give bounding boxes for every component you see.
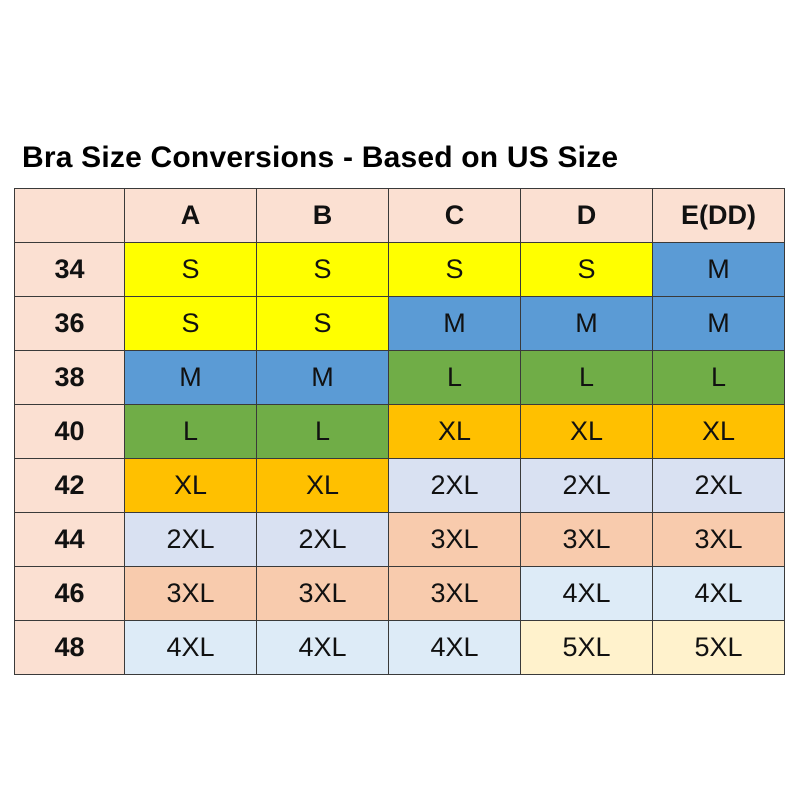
size-cell: 3XL (520, 512, 653, 567)
size-cell: 4XL (124, 620, 257, 675)
table-row: 38 M M L L L (14, 350, 785, 405)
band-size-cell: 44 (14, 512, 125, 567)
table-row: 34 S S S S M (14, 242, 785, 297)
size-cell: 2XL (124, 512, 257, 567)
size-cell: XL (256, 458, 389, 513)
size-cell: M (388, 296, 521, 351)
size-cell: 4XL (256, 620, 389, 675)
page-title: Bra Size Conversions - Based on US Size (22, 141, 619, 174)
size-cell: L (652, 350, 785, 405)
size-cell: S (124, 242, 257, 297)
size-cell: M (652, 242, 785, 297)
size-cell: M (520, 296, 653, 351)
table-row: 48 4XL 4XL 4XL 5XL 5XL (14, 620, 785, 675)
table-row: 44 2XL 2XL 3XL 3XL 3XL (14, 512, 785, 567)
band-size-cell: 48 (14, 620, 125, 675)
size-cell: S (388, 242, 521, 297)
size-cell: 5XL (652, 620, 785, 675)
band-size-cell: 42 (14, 458, 125, 513)
table-row: 46 3XL 3XL 3XL 4XL 4XL (14, 566, 785, 621)
band-size-cell: 46 (14, 566, 125, 621)
column-header: D (520, 188, 653, 243)
size-cell: 2XL (388, 458, 521, 513)
table-row: 42 XL XL 2XL 2XL 2XL (14, 458, 785, 513)
size-cell: L (256, 404, 389, 459)
band-size-cell: 34 (14, 242, 125, 297)
band-size-cell: 36 (14, 296, 125, 351)
size-cell: L (520, 350, 653, 405)
table-row: 40 L L XL XL XL (14, 404, 785, 459)
size-cell: 3XL (388, 566, 521, 621)
size-cell: M (256, 350, 389, 405)
size-cell: S (256, 296, 389, 351)
size-cell: M (124, 350, 257, 405)
header-row: A B C D E(DD) (14, 188, 785, 243)
column-header: A (124, 188, 257, 243)
size-cell: XL (388, 404, 521, 459)
size-cell: 2XL (652, 458, 785, 513)
size-cell: S (520, 242, 653, 297)
size-cell: 3XL (256, 566, 389, 621)
size-cell: 3XL (652, 512, 785, 567)
size-cell: 3XL (388, 512, 521, 567)
size-cell: 4XL (388, 620, 521, 675)
size-cell: 2XL (520, 458, 653, 513)
size-cell: 2XL (256, 512, 389, 567)
column-header: E(DD) (652, 188, 785, 243)
size-cell: S (256, 242, 389, 297)
size-cell: XL (520, 404, 653, 459)
size-cell: S (124, 296, 257, 351)
size-cell: 4XL (652, 566, 785, 621)
corner-cell (14, 188, 125, 243)
size-cell: XL (124, 458, 257, 513)
band-size-cell: 40 (14, 404, 125, 459)
size-cell: L (124, 404, 257, 459)
size-cell: 4XL (520, 566, 653, 621)
size-cell: 3XL (124, 566, 257, 621)
column-header: B (256, 188, 389, 243)
size-cell: L (388, 350, 521, 405)
band-size-cell: 38 (14, 350, 125, 405)
size-conversion-table: A B C D E(DD) 34 S S S S M 36 S S M M M 38 M M L L L 40 L L X… (14, 188, 785, 675)
size-cell: M (652, 296, 785, 351)
table-row: 36 S S M M M (14, 296, 785, 351)
size-cell: 5XL (520, 620, 653, 675)
size-cell: XL (652, 404, 785, 459)
column-header: C (388, 188, 521, 243)
